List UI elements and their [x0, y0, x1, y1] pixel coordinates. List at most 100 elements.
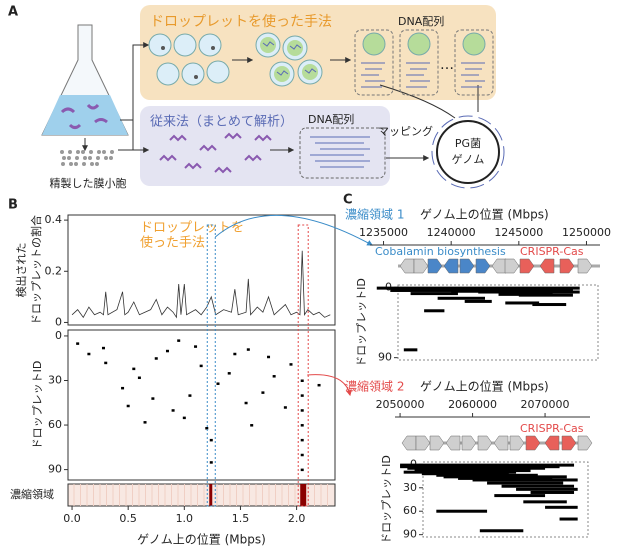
panel-label: C — [343, 193, 353, 208]
y-axis-label: ドロップレットID — [380, 455, 393, 544]
mapping-label: マッピング — [378, 124, 433, 138]
read — [421, 472, 509, 476]
read — [400, 465, 560, 469]
read — [532, 303, 567, 307]
droplet-box — [354, 29, 394, 96]
droplet — [173, 33, 197, 57]
vesicle — [68, 150, 72, 154]
droplet-box — [140, 5, 496, 100]
method-title: ドロップレットを使った手法 — [150, 13, 332, 30]
gene — [413, 258, 429, 274]
gene — [577, 435, 593, 451]
read — [479, 529, 524, 533]
gene — [475, 258, 491, 274]
dna — [262, 41, 275, 47]
dna — [254, 134, 272, 142]
y-tick-label: 90 — [378, 351, 392, 364]
point — [300, 379, 304, 382]
vesicle — [90, 162, 94, 166]
read — [518, 293, 573, 297]
point — [244, 401, 248, 405]
read — [437, 296, 485, 300]
vesicle — [104, 156, 108, 160]
dna — [276, 70, 289, 76]
x-tick-label: 0.5 — [119, 512, 137, 525]
read — [478, 290, 580, 294]
point — [209, 438, 213, 442]
panel-label: B — [8, 198, 18, 213]
gene — [477, 435, 493, 451]
bacteria — [60, 103, 108, 129]
x-tick-label: 0.0 — [63, 512, 81, 525]
vesicle — [102, 150, 106, 154]
gene — [401, 435, 417, 451]
read — [390, 288, 492, 292]
x-tick-label: 1.5 — [232, 512, 250, 525]
droplet-box — [399, 29, 439, 96]
gene — [445, 435, 461, 451]
x-tick-label: 1240000 — [427, 226, 476, 239]
point — [104, 361, 108, 365]
point — [209, 461, 213, 464]
enriched-region — [209, 484, 213, 506]
y-tick-label: 0 — [55, 329, 62, 342]
read — [436, 509, 488, 513]
y-tick-label: 0 — [55, 315, 62, 328]
vesicle — [88, 156, 92, 160]
vesicle — [67, 156, 71, 160]
panel-label: A — [8, 5, 18, 20]
dna — [169, 134, 187, 142]
point — [317, 383, 321, 387]
plot-frame — [67, 483, 336, 507]
gene-label: Cobalamin biosynthesis — [375, 245, 506, 258]
vesicle — [194, 75, 198, 79]
flask-liquid — [42, 95, 128, 135]
conventional-box — [140, 106, 390, 186]
x-tick-label: 1250000 — [562, 226, 611, 239]
read — [501, 484, 575, 488]
gene — [561, 435, 577, 451]
point — [216, 382, 220, 385]
y-tick-label: 90 — [403, 528, 417, 541]
gene — [493, 435, 509, 451]
gene — [519, 258, 535, 274]
read — [400, 463, 575, 467]
dna — [224, 132, 242, 140]
dna — [214, 166, 232, 174]
highlight-box — [206, 224, 216, 507]
point — [246, 348, 250, 351]
point — [121, 386, 125, 390]
read — [436, 473, 538, 477]
point — [250, 424, 254, 427]
gene — [491, 258, 507, 274]
vesicle — [161, 46, 165, 50]
point — [151, 397, 155, 400]
gene-label: CRISPR-Cas — [520, 245, 584, 258]
plot-frame — [67, 329, 336, 481]
y-axis-label: ドロップレットID — [31, 361, 44, 450]
point — [233, 352, 237, 356]
x-axis-label: ゲノム上の位置 (Mbps) — [420, 379, 549, 394]
x-tick-label: 2070000 — [521, 398, 570, 411]
genome-label: ゲノム — [452, 153, 485, 166]
y-tick-label: 0.2 — [45, 264, 63, 277]
read — [523, 500, 567, 504]
vesicle — [61, 162, 65, 166]
point — [87, 352, 91, 356]
vesicle — [97, 150, 101, 154]
droplet-box — [454, 29, 494, 96]
read — [403, 348, 418, 352]
point — [267, 355, 271, 359]
mapping-arrow — [379, 84, 479, 158]
point — [132, 367, 136, 371]
point — [300, 409, 304, 412]
region-label: 濃縮領域 2 — [345, 379, 404, 394]
y-tick-label: 90 — [48, 463, 62, 476]
read — [443, 475, 567, 479]
point — [101, 346, 105, 350]
vesicle — [89, 150, 93, 154]
vesicle — [82, 162, 86, 166]
x-axis-label: ゲノム上の位置 (Mbps) — [420, 207, 549, 222]
gene — [504, 258, 520, 274]
